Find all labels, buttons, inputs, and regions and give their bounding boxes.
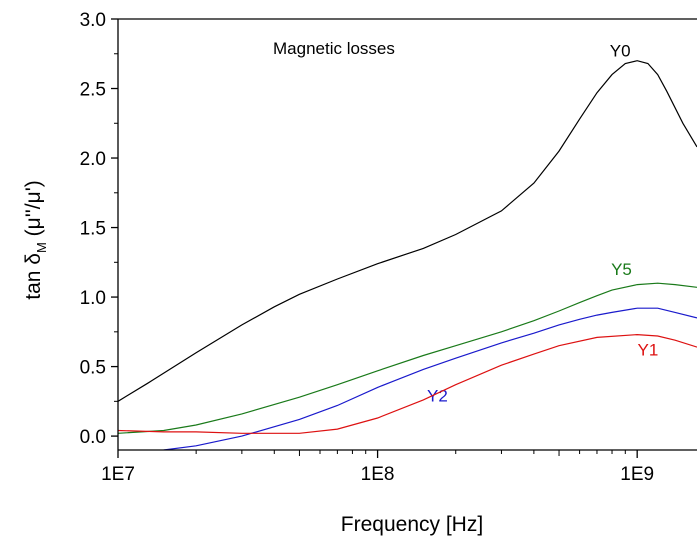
y-axis-title-subscript: M [34,242,49,253]
series-line-y1 [118,333,697,434]
plot-curves: Y0 Y5 Y2 Y1 [118,42,697,450]
series-line-y0 [118,60,697,402]
series-label-y1: Y1 [638,340,659,359]
plot-labels: Magnetic losses Frequency [Hz] tan δM (μ… [22,39,483,536]
series-line-y5 [118,282,697,434]
y-tick-label: 1.0 [80,288,106,309]
x-tick-label: 1E8 [361,464,395,485]
y-tick-label: 0.0 [80,427,106,448]
y-tick-label: 1.5 [80,219,106,240]
x-axis-title: Frequency [Hz] [341,513,483,536]
y-axis-title-tail: (μ''/μ') [22,180,45,242]
series-label-y5: Y5 [611,260,632,279]
y-tick-label: 3.0 [80,10,106,31]
plot-axes: 0.0 0.5 1.0 1.5 2.0 2.5 3.0 1E7 1E8 1E9 [80,10,697,485]
series-label-y0: Y0 [610,42,631,61]
y-axis-title: tan δM (μ''/μ') [22,180,49,299]
annotation-text: Magnetic losses [273,39,395,58]
x-tick-label: 1E9 [620,464,654,485]
y-tick-label: 2.5 [80,80,106,101]
y-tick-label: 2.0 [80,149,106,170]
x-tick-label: 1E7 [101,464,135,485]
y-tick-label: 0.5 [80,358,106,379]
y-axis-title-main: tan δ [22,253,45,300]
series-label-y2: Y2 [427,386,448,405]
series-line-y2 [163,307,697,450]
